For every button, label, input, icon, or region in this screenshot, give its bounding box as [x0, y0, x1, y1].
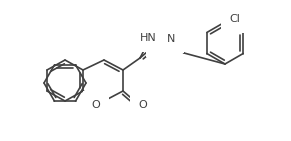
Text: O: O [92, 100, 100, 110]
Text: HN: HN [140, 33, 156, 43]
Text: Cl: Cl [230, 14, 240, 24]
Text: N: N [167, 34, 175, 44]
Text: O: O [155, 38, 163, 48]
Text: O: O [139, 100, 147, 110]
